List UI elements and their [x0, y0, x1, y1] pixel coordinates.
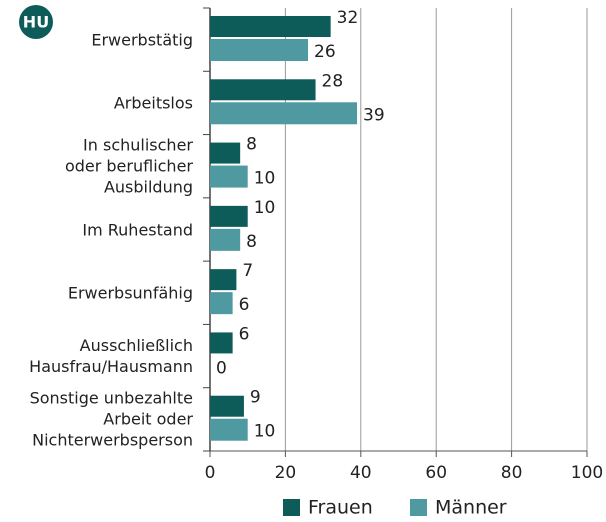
bar [210, 16, 331, 37]
value-label: 9 [250, 388, 261, 408]
value-label: 10 [254, 169, 276, 189]
category-label: In schulischer oder beruflicher Ausbildu… [64, 135, 193, 197]
bar [210, 79, 316, 101]
category-label: Erwerbstätig [91, 30, 193, 50]
bar [210, 142, 241, 164]
bar [210, 102, 358, 125]
legend-label: Männer [435, 497, 507, 519]
value-label: 10 [254, 198, 276, 218]
value-label: 8 [246, 232, 257, 252]
badge-circle [19, 5, 53, 39]
x-tick-label: 40 [350, 463, 372, 483]
bar [210, 205, 248, 227]
x-tick-label: 20 [275, 463, 297, 483]
legend-label: Frauen [308, 497, 373, 519]
value-label: 8 [246, 135, 257, 155]
value-label: 0 [216, 358, 227, 378]
value-label: 28 [322, 71, 344, 91]
bar [210, 165, 248, 188]
x-tick-label: 100 [571, 463, 603, 483]
bar [210, 418, 248, 441]
value-label: 6 [239, 295, 250, 315]
bar [210, 228, 241, 251]
legend-swatch [410, 499, 427, 516]
value-label: 7 [242, 261, 253, 281]
category-label: Sonstige unbezahlte Arbeit oder Nichterw… [29, 388, 193, 450]
legend-swatch [283, 499, 300, 516]
category-label: Erwerbsunfähig [67, 283, 193, 303]
bar [210, 269, 237, 291]
x-tick-label: 60 [425, 463, 447, 483]
x-tick-label: 0 [205, 463, 216, 483]
value-label: 26 [314, 42, 336, 62]
bar [210, 292, 233, 315]
category-label: Ausschließlich Hausfrau/Hausmann [29, 336, 193, 377]
category-label: Arbeitslos [113, 93, 193, 113]
value-label: 6 [239, 324, 250, 344]
badge-text: HU [23, 13, 49, 32]
bar [210, 395, 244, 417]
x-tick-label: 80 [501, 463, 523, 483]
value-label: 39 [363, 105, 385, 125]
bar [210, 332, 233, 354]
bar [210, 39, 309, 61]
value-label: 10 [254, 422, 276, 442]
category-label: Im Ruhestand [82, 220, 193, 239]
value-label: 32 [337, 8, 359, 28]
